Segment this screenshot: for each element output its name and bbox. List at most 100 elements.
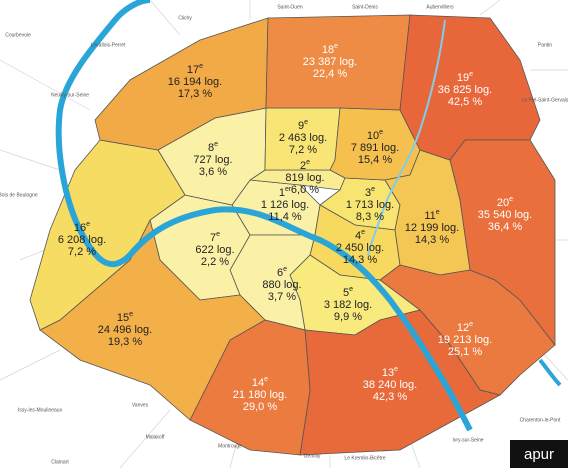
number: 13: [382, 367, 394, 379]
suffix: e: [216, 231, 220, 238]
arrondissement-number: 9e: [298, 119, 308, 132]
suffix: e: [214, 141, 218, 148]
share: 3,7 %: [268, 291, 296, 303]
commune-name: Vanves: [132, 402, 149, 408]
dwellings: 35 540 log.: [478, 209, 532, 221]
dwellings: 19 213 log.: [438, 334, 492, 346]
commune-name: Courbevoie: [5, 32, 31, 38]
arrondissement-number: 20e: [497, 196, 513, 209]
commune-name: Ivry-sur-Seine: [452, 437, 483, 443]
dwellings: 24 496 log.: [98, 324, 152, 336]
dwellings: 38 240 log.: [363, 379, 417, 391]
dwellings: 6 208 log.: [58, 234, 106, 246]
dwellings: 819 log.: [285, 172, 324, 184]
commune-name: Issy-les-Moulineaux: [18, 407, 63, 413]
arrondissement-number: 16e: [74, 221, 90, 234]
logo-box: [510, 440, 568, 468]
suffix: e: [469, 321, 473, 328]
arrondissement-number: 12e: [457, 321, 473, 334]
dwellings: 2 463 log.: [279, 132, 327, 144]
commune-name: Saint-Ouen: [277, 4, 303, 10]
number: 15: [117, 312, 129, 324]
suffix: e: [283, 266, 287, 273]
dwellings: 1 713 log.: [346, 199, 394, 211]
number: 10: [367, 130, 379, 142]
dwellings: 727 log.: [193, 154, 232, 166]
share: 25,1 %: [448, 346, 482, 358]
arrondissement-number: 2e: [300, 159, 310, 172]
arrondissement: [265, 14, 411, 111]
commune-name: Bois de Boulogne: [0, 192, 38, 198]
arrondissement-number: 18e: [322, 43, 338, 56]
share: 3,6 %: [199, 166, 227, 178]
suffix: e: [379, 129, 383, 136]
number: 5: [343, 287, 349, 299]
share: 7,2 %: [289, 144, 317, 156]
dwellings: 622 log.: [195, 244, 234, 256]
number: 8: [208, 142, 214, 154]
share: 19,3 %: [108, 336, 142, 348]
suffix: e: [371, 186, 375, 193]
share: 9,9 %: [334, 311, 362, 323]
suffix: e: [129, 311, 133, 318]
commune-name: Clamart: [51, 459, 69, 465]
commune-name: Le Kremlin-Bicêtre: [344, 455, 385, 461]
number: 12: [457, 322, 469, 334]
share: 15,4 %: [358, 154, 392, 166]
dwellings: 3 182 log.: [324, 299, 372, 311]
share: 42,3 %: [373, 391, 407, 403]
share: 11,4 %: [268, 211, 302, 223]
number: 14: [252, 377, 264, 389]
arrondissement-number: 17e: [187, 63, 203, 76]
number: 4: [355, 230, 361, 242]
arrondissement-number: 5e: [343, 286, 353, 299]
number: 20: [497, 197, 509, 209]
water: [55, 0, 562, 432]
share: 8,3 %: [356, 211, 384, 223]
suffix: e: [469, 71, 473, 78]
number: 16: [74, 222, 86, 234]
dwellings: 36 825 log.: [438, 84, 492, 96]
number: 19: [457, 72, 469, 84]
suffix: e: [349, 286, 353, 293]
marne: [538, 358, 562, 387]
commune-name: Saint-Denis: [352, 4, 378, 10]
arrondissement-number: 7e: [210, 231, 220, 244]
share: 6,0 %: [291, 184, 319, 196]
dwellings: 7 891 log.: [351, 142, 399, 154]
dwellings: 12 199 log.: [405, 222, 459, 234]
suffix: e: [436, 209, 440, 216]
arrondissement-number: 3e: [365, 186, 375, 199]
commune-name: Levallois-Perret: [91, 42, 126, 48]
arrondissement-number: 6e: [277, 266, 287, 279]
suffix: e: [361, 229, 365, 236]
share: 2,2 %: [201, 256, 229, 268]
share: 36,4 %: [488, 221, 522, 233]
arrondissement-number: 15e: [117, 311, 133, 324]
commune-name: Aubervilliers: [426, 4, 454, 10]
share: 14,3 %: [415, 234, 449, 246]
arrondissement-number: 4e: [355, 229, 365, 242]
suffix: e: [264, 376, 268, 383]
suffix: e: [199, 63, 203, 70]
share: 42,5 %: [448, 96, 482, 108]
arrondissement-number: 1er: [279, 186, 292, 199]
suffix: er: [285, 186, 292, 193]
arrondissement: [449, 139, 556, 347]
canal: [367, 19, 446, 256]
suffix: e: [304, 119, 308, 126]
dwellings: 880 log.: [262, 279, 301, 291]
share: 7,2 %: [68, 246, 96, 258]
suffix: e: [334, 43, 338, 50]
commune-name: Le Pré-Saint-Gervais: [522, 97, 568, 103]
commune-name: Gentilly: [304, 453, 321, 459]
dwellings: 23 387 log.: [303, 56, 357, 68]
arrondissement-number: 8e: [208, 141, 218, 154]
arrondissement-number: 13e: [382, 366, 398, 379]
number: 2: [300, 160, 306, 172]
share: 17,3 %: [178, 88, 212, 100]
share: 14,3 %: [343, 254, 377, 266]
